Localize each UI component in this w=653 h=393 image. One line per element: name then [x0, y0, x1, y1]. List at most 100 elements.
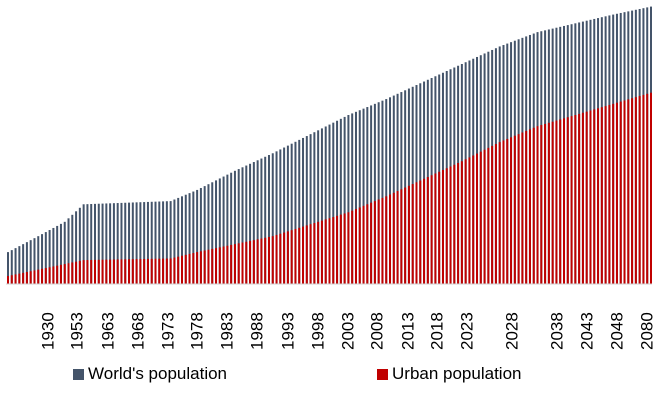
- world-population-bar-1940: [120, 202, 123, 284]
- urban-population-bar-1945: [139, 259, 142, 284]
- urban-population-bar-2021: [426, 177, 429, 284]
- world-population-bar-1963: [207, 184, 210, 284]
- urban-population-bar-1947: [146, 258, 149, 284]
- world-population-bar-1916: [29, 240, 32, 284]
- urban-population-bar-1950: [158, 258, 161, 284]
- urban-population-bar-1918: [37, 269, 40, 284]
- world-population-bar-1956: [180, 196, 183, 284]
- urban-population-bar-1985: [290, 230, 293, 284]
- world-population-bar-1910: [7, 252, 9, 284]
- urban-population-bar-2042: [506, 138, 509, 284]
- urban-population-bar-2000: [347, 212, 350, 284]
- urban-population-bar-2056: [559, 119, 562, 284]
- x-tick-label-2013: 2013: [398, 312, 417, 350]
- urban-population-bar-2011: [389, 194, 392, 284]
- urban-population-bar-1914: [22, 272, 25, 284]
- urban-population-bar-1932: [90, 259, 93, 284]
- world-population-bar-1994: [324, 126, 327, 284]
- urban-population-bar-1999: [343, 213, 346, 284]
- urban-population-bar-1967: [222, 246, 225, 284]
- urban-population-bar-2060: [574, 115, 577, 284]
- urban-population-bar-1966: [218, 247, 221, 284]
- x-tick-label-2003: 2003: [338, 312, 357, 350]
- urban-population-bar-1955: [177, 256, 180, 284]
- x-tick-label-2028: 2028: [502, 312, 521, 350]
- world-population-bar-1917: [33, 238, 36, 284]
- urban-population-bar-2068: [604, 106, 607, 284]
- urban-population-bar-1983: [283, 232, 286, 284]
- urban-population-bar-2074: [627, 99, 630, 284]
- world-population-bar-2004: [362, 108, 365, 284]
- urban-population-bar-2016: [407, 185, 410, 284]
- urban-population-bar-1974: [249, 240, 252, 284]
- world-population-bar-1913: [18, 246, 21, 284]
- urban-population-bar-2036: [483, 149, 486, 284]
- world-population-bar-2006: [370, 105, 373, 284]
- urban-population-bar-2013: [396, 191, 399, 284]
- world-population-bar-1954: [173, 199, 176, 284]
- urban-population-bar-1934: [97, 259, 100, 284]
- x-tick-label-2038: 2038: [547, 312, 566, 350]
- urban-population-bar-1943: [131, 259, 134, 284]
- urban-population-bar-2029: [457, 162, 460, 284]
- urban-population-bar-1926: [67, 263, 70, 284]
- urban-population-bar-1975: [252, 240, 255, 284]
- world-population-bar-2009: [381, 100, 384, 284]
- urban-population-bar-1916: [29, 271, 32, 284]
- urban-population-bar-1960: [196, 252, 199, 284]
- x-tick-label-1968: 1968: [128, 312, 147, 350]
- urban-population-bar-2079: [646, 93, 649, 284]
- world-population-bar-1950: [158, 201, 161, 284]
- legend-swatch-urban: [377, 368, 388, 380]
- urban-population-bar-1939: [116, 259, 119, 284]
- urban-population-bar-1995: [328, 218, 331, 284]
- world-population-bar-1941: [124, 202, 127, 284]
- world-population-bar-2011: [389, 97, 392, 284]
- urban-population-bar-1922: [52, 266, 55, 284]
- urban-population-bar-1910: [7, 276, 9, 284]
- world-population-bar-1930: [82, 204, 85, 284]
- world-population-bar-1939: [116, 203, 119, 284]
- world-population-bar-1942: [128, 202, 131, 284]
- urban-population-bar-1996: [332, 217, 335, 284]
- urban-population-bar-2019: [419, 180, 422, 284]
- world-population-bar-1988: [302, 137, 305, 284]
- urban-population-bar-2044: [513, 135, 516, 284]
- world-population-bar-1992: [317, 130, 320, 284]
- x-tick-label-2008: 2008: [367, 312, 386, 350]
- urban-population-bar-1981: [275, 234, 278, 284]
- urban-population-bar-2071: [615, 102, 618, 284]
- urban-population-bar-2018: [415, 182, 418, 284]
- urban-population-bar-1964: [211, 248, 214, 284]
- world-population-bar-1979: [267, 155, 270, 284]
- urban-population-bar-1931: [86, 260, 89, 284]
- world-population-bar-1944: [135, 202, 138, 284]
- world-population-bar-1918: [37, 236, 40, 284]
- urban-population-bar-2067: [600, 107, 603, 284]
- urban-population-bar-1979: [267, 236, 270, 284]
- x-tick-label-1983: 1983: [217, 312, 236, 350]
- urban-population-bar-1976: [256, 239, 259, 284]
- world-population-bar-2014: [400, 92, 403, 284]
- world-population-bar-1964: [211, 182, 214, 284]
- urban-population-bar-1911: [10, 275, 13, 284]
- world-population-bar-1980: [271, 153, 274, 284]
- world-population-bar-1970: [233, 170, 236, 284]
- urban-population-bar-2069: [608, 104, 611, 285]
- urban-population-bar-2048: [528, 129, 531, 284]
- urban-population-bar-1957: [184, 254, 187, 284]
- urban-population-bar-2063: [585, 111, 588, 284]
- x-tick-label-2048: 2048: [607, 312, 626, 350]
- world-population-bar-1927: [71, 214, 74, 284]
- urban-population-bar-2054: [551, 121, 554, 284]
- world-population-bar-1991: [313, 132, 316, 284]
- urban-population-bar-1971: [237, 243, 240, 284]
- urban-population-bar-2033: [472, 155, 475, 284]
- world-population-bar-2008: [377, 102, 380, 284]
- urban-population-bar-1942: [128, 259, 131, 284]
- world-population-bar-1976: [256, 160, 259, 284]
- world-population-bar-1959: [192, 191, 195, 284]
- urban-population-bar-2002: [354, 209, 357, 284]
- world-population-bar-1952: [165, 201, 168, 284]
- urban-population-bar-1951: [162, 258, 165, 284]
